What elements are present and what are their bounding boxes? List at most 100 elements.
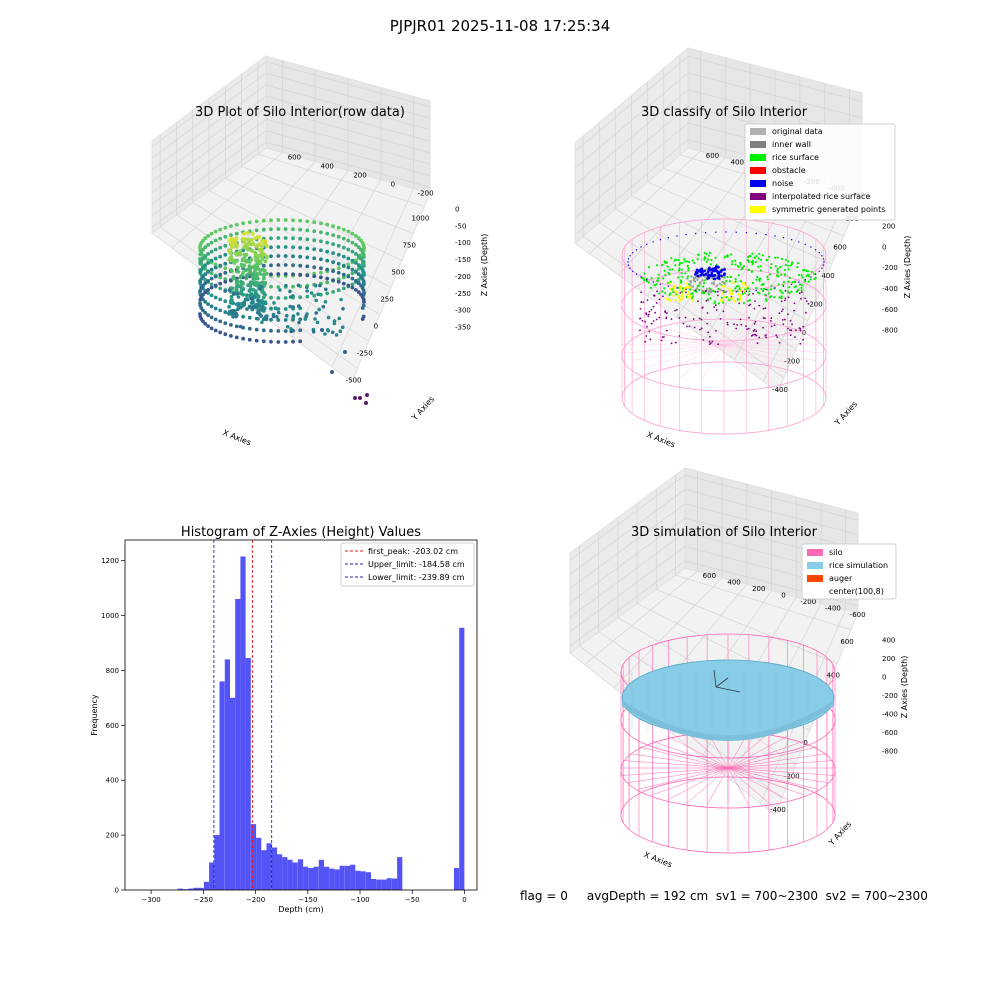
raw3d-point — [258, 271, 262, 276]
raw3d-z-tick-label: -50 — [455, 222, 466, 230]
raw3d-point — [319, 270, 323, 275]
classify3d-interpolated-point — [726, 323, 729, 326]
classify3d-rice-point — [707, 258, 710, 261]
raw3d-point — [228, 251, 233, 256]
sim3d-silo-spoke — [727, 767, 827, 783]
classify3d-interpolated-point — [679, 291, 682, 294]
raw3d-point — [336, 279, 341, 284]
raw3d-point — [269, 218, 273, 223]
raw3d-point — [354, 270, 358, 274]
classify3d-rice-point — [763, 287, 766, 291]
classify3d-rice-point — [690, 297, 694, 300]
classify3d-rice-point — [678, 263, 681, 266]
raw3d-point — [203, 245, 208, 250]
raw3d-point — [256, 310, 260, 315]
classify3d-rice-point — [661, 290, 664, 293]
classify3d-interpolated-point — [770, 317, 773, 320]
classify3d-interpolated-point — [755, 330, 758, 333]
raw3d-point — [242, 231, 247, 236]
classify3d-silo-spoke — [723, 344, 769, 378]
raw3d-point — [232, 261, 237, 265]
classify3d-interpolated-point — [713, 306, 716, 308]
raw3d-point — [218, 263, 223, 268]
hist-bar — [397, 857, 403, 890]
classify3d-noise-point — [715, 231, 717, 233]
raw3d-point — [234, 285, 239, 290]
raw3d-point — [319, 239, 323, 244]
raw3d-point — [356, 281, 361, 286]
raw3d-point — [269, 317, 273, 322]
raw3d-point — [336, 261, 341, 266]
classify3d-rice-point — [780, 295, 783, 298]
classify3d-z-tick-label: 0 — [882, 243, 886, 251]
classify3d-rice-point — [804, 280, 807, 283]
classify3d-interpolated-point — [784, 297, 787, 300]
raw3d-point — [296, 283, 301, 288]
raw3d-outlier-point — [330, 370, 334, 374]
raw3d-point — [206, 279, 211, 283]
classify3d-interpolated-point — [745, 325, 747, 327]
raw3d-point — [305, 285, 309, 290]
raw3d-point — [234, 222, 239, 227]
hist-title: Histogram of Z-Axies (Height) Values — [181, 525, 421, 540]
classify3d-rice-point — [773, 296, 776, 299]
raw3d-point — [223, 234, 228, 239]
classify3d-rice-point — [737, 285, 740, 288]
classify3d-rice-point — [714, 256, 717, 259]
classify3d-rice-point — [672, 290, 675, 294]
raw3d-point — [218, 308, 223, 313]
classify3d-noise-point — [782, 237, 785, 239]
classify3d-interpolated-point — [653, 294, 656, 297]
raw3d-point — [247, 315, 252, 320]
classify3d-rice-point — [705, 252, 708, 255]
sim3d-legend-swatch — [807, 549, 823, 556]
sim3d-x-axis-label: X Axies — [643, 850, 674, 869]
hist-bar — [193, 887, 199, 890]
raw3d-point — [361, 297, 366, 302]
raw3d-point — [291, 272, 295, 277]
classify3d-rice-point — [684, 260, 687, 263]
raw3d-point — [201, 265, 205, 270]
raw3d-point — [312, 274, 317, 279]
raw3d-point — [203, 272, 208, 277]
raw3d-x-tick-label: 750 — [403, 242, 416, 250]
classify3d-rice-point — [739, 263, 742, 266]
raw3d-point — [331, 224, 335, 229]
raw3d-grid-z — [151, 95, 267, 182]
raw3d-point — [283, 296, 288, 300]
classify3d-interpolated-point — [639, 308, 642, 310]
raw3d-point — [258, 281, 262, 286]
classify3d-rice-point — [780, 273, 783, 276]
classify3d-symmetric-point — [739, 297, 742, 301]
classify3d-rice-point — [787, 268, 790, 271]
classify3d-interpolated-point — [778, 312, 781, 315]
classify3d-interpolated-point — [646, 325, 648, 328]
raw3d-point — [218, 245, 223, 250]
raw3d-point — [269, 284, 273, 289]
raw3d-outlier-point — [353, 396, 357, 400]
raw3d-point — [209, 258, 214, 263]
raw3d-outlier-point — [365, 393, 369, 397]
sim3d-silo-spoke — [727, 767, 750, 806]
classify3d-noise-point — [659, 239, 662, 241]
classify3d-rice-point — [775, 274, 779, 277]
classify3d-x-tick-label: 400 — [821, 272, 834, 280]
raw3d-point — [257, 284, 262, 289]
raw3d-grid-z — [151, 141, 267, 228]
raw3d-point — [262, 282, 267, 287]
classify3d-symmetric-point — [741, 282, 744, 285]
classify3d-interpolated-point — [639, 317, 641, 320]
raw3d-point — [264, 254, 269, 259]
classify3d-rice-point — [734, 278, 737, 281]
classify3d-interpolated-point — [652, 320, 655, 322]
sim3d-y-tick-label: 200 — [752, 585, 765, 593]
classify3d-noise-point — [652, 241, 654, 243]
classify3d-rice-point — [767, 292, 770, 295]
classify3d-rice-point — [768, 255, 771, 258]
sim3d-auger-line — [715, 686, 741, 693]
classify3d-rice-point — [748, 299, 752, 302]
raw3d-point — [256, 298, 260, 303]
raw3d-point — [256, 317, 260, 321]
raw3d-point — [249, 296, 254, 301]
classify3d-rice-point — [734, 280, 737, 283]
